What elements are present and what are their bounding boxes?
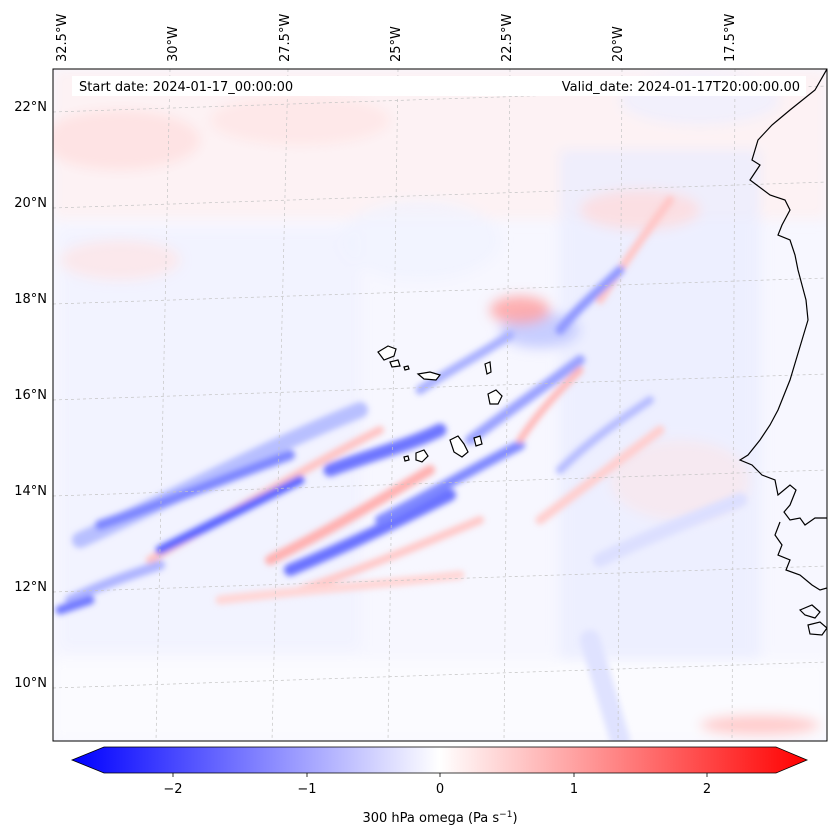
colorbar-fill bbox=[72, 747, 807, 773]
colorbar-tick-label: 0 bbox=[436, 782, 444, 797]
lon-label: 25°W bbox=[389, 26, 404, 62]
lat-label: 16°N bbox=[14, 388, 47, 403]
lat-label: 22°N bbox=[14, 100, 47, 115]
lon-label: 27.5°W bbox=[278, 14, 293, 62]
island-maio bbox=[473, 435, 483, 447]
lat-label: 12°N bbox=[14, 580, 47, 595]
colorbar-title-main: 300 hPa omega (Pa s bbox=[362, 811, 499, 826]
african-coast-south bbox=[774, 521, 827, 636]
lat-label: 14°N bbox=[14, 484, 47, 499]
colorbar-tick-label: 1 bbox=[570, 782, 578, 797]
longitude-labels: 32.5°W 30°W 27.5°W 25°W 22.5°W 20°W 17.5… bbox=[55, 14, 738, 62]
info-box bbox=[72, 76, 806, 96]
african-coast bbox=[738, 69, 827, 526]
colorbar-tick-label: −2 bbox=[163, 782, 182, 797]
island-santo-antao bbox=[377, 345, 397, 361]
coastlines bbox=[738, 69, 827, 636]
colorbar-tick-label: 2 bbox=[703, 782, 711, 797]
island-sao-nicolau bbox=[416, 371, 442, 381]
island-boa-vista bbox=[487, 389, 503, 405]
start-date-label: Start date: 2024-01-17_00:00:00 bbox=[79, 80, 293, 95]
island-santiago bbox=[449, 435, 469, 458]
map-panel bbox=[53, 69, 827, 741]
latitude-labels: 22°N 20°N 18°N 16°N 14°N 12°N 10°N bbox=[14, 100, 47, 691]
valid-date-label: Valid_date: 2024-01-17T20:00:00.00 bbox=[562, 80, 800, 95]
colorbar-tick-label: −1 bbox=[297, 782, 316, 797]
island-santa-luzia bbox=[403, 365, 410, 371]
lat-label: 20°N bbox=[14, 196, 47, 211]
colorbar: −2 −1 0 1 2 300 hPa omega (Pa s−1) bbox=[70, 746, 809, 826]
omega-bands bbox=[55, 196, 747, 741]
lon-label: 20°W bbox=[611, 26, 626, 62]
island-fogo bbox=[415, 449, 429, 463]
colorbar-ticks bbox=[172, 773, 708, 777]
lat-label: 18°N bbox=[14, 292, 47, 307]
colorbar-title: 300 hPa omega (Pa s−1) bbox=[362, 810, 517, 826]
lon-label: 32.5°W bbox=[55, 14, 70, 62]
cape-verde-islands bbox=[377, 345, 503, 463]
lat-label: 10°N bbox=[14, 676, 47, 691]
island-sal bbox=[484, 361, 492, 375]
lon-label: 30°W bbox=[166, 26, 181, 62]
island-brava bbox=[403, 455, 410, 462]
colorbar-title-exponent: −1 bbox=[499, 810, 512, 820]
lon-label: 22.5°W bbox=[500, 14, 515, 62]
colorbar-title-end: ) bbox=[512, 811, 517, 826]
map-frame bbox=[52, 68, 828, 742]
lon-label: 17.5°W bbox=[723, 14, 738, 62]
island-sao-vicente bbox=[389, 359, 401, 368]
graticule bbox=[53, 69, 827, 741]
colorbar-outline bbox=[70, 746, 809, 774]
